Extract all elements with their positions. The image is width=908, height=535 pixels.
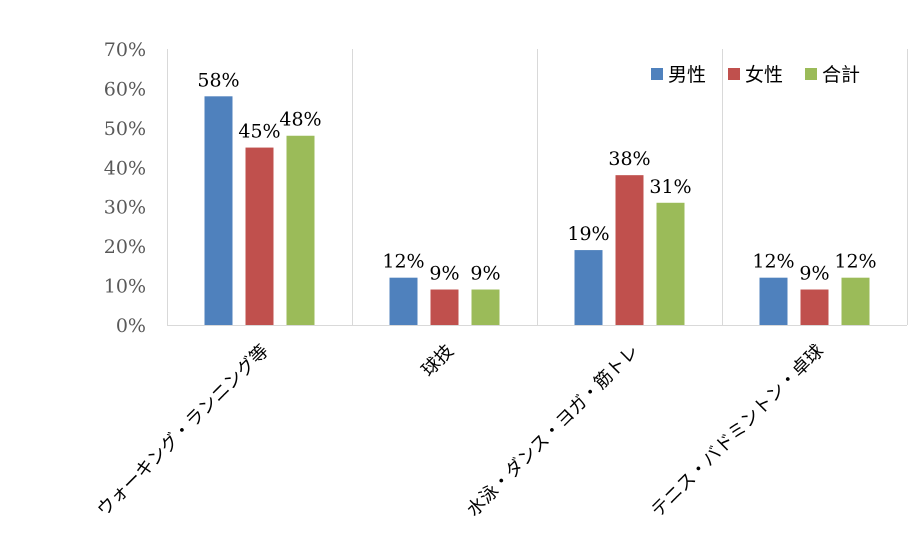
grid-layer bbox=[167, 49, 908, 325]
data-label: 38% bbox=[608, 148, 650, 170]
y-tick-label: 30% bbox=[104, 197, 146, 219]
data-label: 12% bbox=[752, 251, 794, 273]
bar bbox=[286, 135, 315, 325]
legend-swatch bbox=[805, 68, 817, 80]
y-tick-label: 40% bbox=[104, 157, 146, 179]
bar bbox=[800, 289, 829, 325]
bar bbox=[656, 202, 685, 325]
data-label: 12% bbox=[382, 251, 424, 273]
bar bbox=[430, 289, 459, 325]
legend-swatch bbox=[651, 68, 663, 80]
bar bbox=[389, 277, 418, 325]
y-tick-label: 0% bbox=[116, 315, 146, 337]
x-category-label: 水泳・ダンス・ヨガ・筋トレ bbox=[463, 341, 643, 521]
legend: 男性 女性 合計 bbox=[651, 64, 860, 86]
bar bbox=[574, 250, 603, 325]
bar bbox=[615, 175, 644, 325]
bar bbox=[245, 147, 274, 325]
bar bbox=[841, 277, 870, 325]
legend-label: 女性 bbox=[745, 64, 783, 86]
legend-swatch bbox=[728, 68, 740, 80]
data-label: 9% bbox=[429, 263, 459, 285]
data-label: 45% bbox=[238, 121, 280, 143]
bar bbox=[204, 96, 233, 325]
y-tick-label: 50% bbox=[104, 118, 146, 140]
bar bbox=[471, 289, 500, 325]
data-label: 12% bbox=[834, 251, 876, 273]
x-category-label: ウォーキング・ランニング等 bbox=[93, 341, 273, 521]
legend-label: 男性 bbox=[668, 64, 706, 86]
data-label: 9% bbox=[470, 263, 500, 285]
x-category-label: 球技 bbox=[418, 341, 458, 381]
data-label: 19% bbox=[567, 223, 609, 245]
bar-layer bbox=[204, 96, 870, 325]
y-tick-label: 70% bbox=[104, 39, 146, 61]
x-category-label: テニス・バドミントン・卓球 bbox=[647, 341, 828, 522]
data-label: 31% bbox=[649, 176, 691, 198]
axis-layer: 0% 10% 20% 30% 40% 50% 60% 70% bbox=[104, 39, 907, 337]
data-label: 48% bbox=[279, 109, 321, 131]
data-label: 58% bbox=[197, 69, 239, 91]
y-tick-label: 20% bbox=[104, 236, 146, 258]
y-tick-label: 60% bbox=[104, 78, 146, 100]
bar bbox=[759, 277, 788, 325]
legend-label: 合計 bbox=[822, 64, 860, 86]
data-label: 9% bbox=[799, 263, 829, 285]
y-tick-label: 10% bbox=[104, 276, 146, 298]
